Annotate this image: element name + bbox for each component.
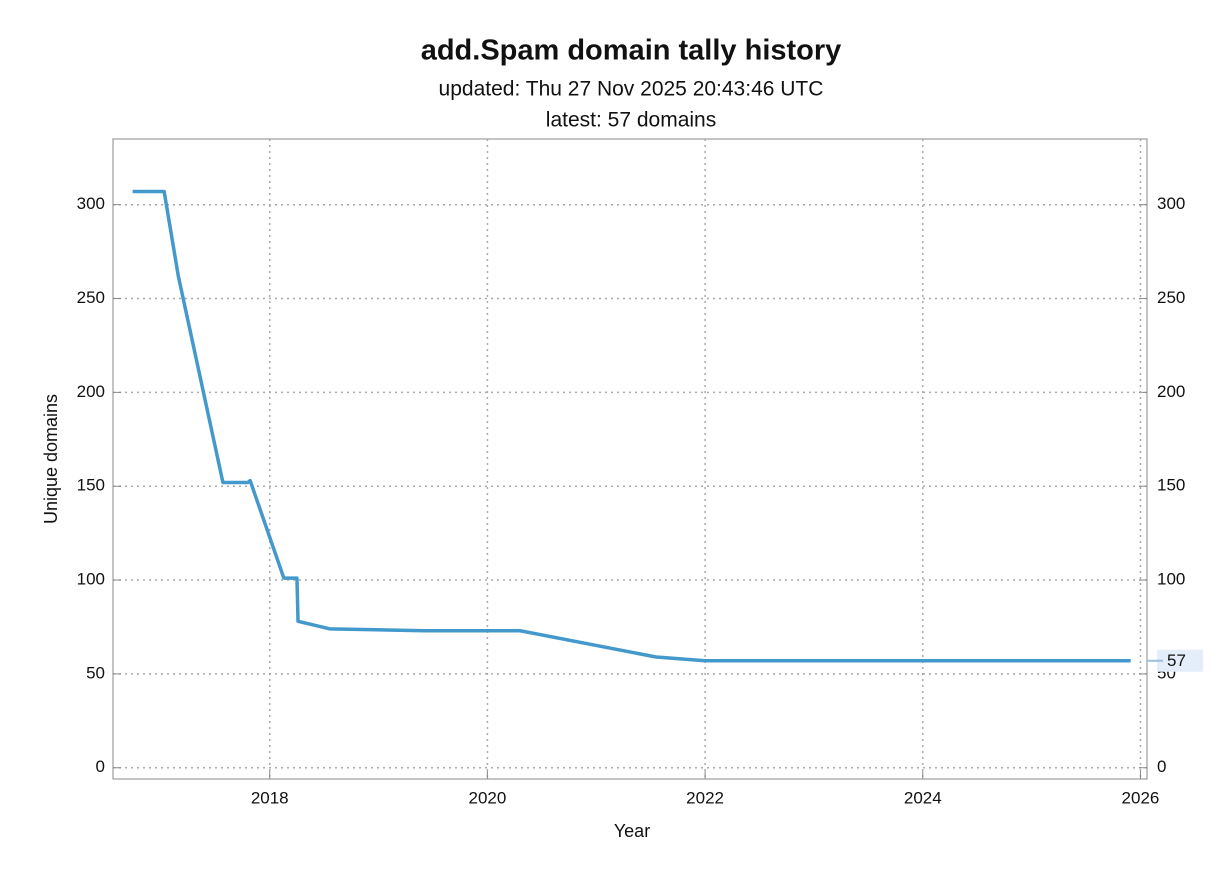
y-tick-label: 0 xyxy=(96,757,105,776)
last-value-box xyxy=(1157,649,1203,672)
y2-tick-label: 0 xyxy=(1157,757,1166,776)
y-tick-label: 200 xyxy=(77,382,105,401)
y2-tick-label: 300 xyxy=(1157,194,1185,213)
y2-tick-label: 200 xyxy=(1157,382,1185,401)
x-tick-label: 2024 xyxy=(904,788,942,807)
x-tick-label: 2026 xyxy=(1122,788,1160,807)
y-tick-label: 150 xyxy=(77,476,105,495)
data-line xyxy=(132,189,1131,663)
y2-tick-label: 150 xyxy=(1157,476,1185,495)
y2-tick-label: 250 xyxy=(1157,288,1185,307)
chart-subtitle: updated: Thu 27 Nov 2025 20:43:46 UTC xyxy=(439,78,824,101)
y-tick-label: 300 xyxy=(77,194,105,213)
last-value-label: 57 xyxy=(1167,651,1186,670)
x-tick-label: 2018 xyxy=(251,788,289,807)
y-tick-label: 50 xyxy=(86,663,105,682)
y-tick-label: 100 xyxy=(77,570,105,589)
y2-tick-label: 100 xyxy=(1157,570,1185,589)
x-tick-label: 2020 xyxy=(469,788,507,807)
y-tick-label: 250 xyxy=(77,288,105,307)
x-tick-label: 2022 xyxy=(686,788,724,807)
chart-subtitle: latest: 57 domains xyxy=(546,109,716,132)
y-axis-label: Unique domains xyxy=(41,394,61,524)
chart-title: add.Spam domain tally history xyxy=(421,35,842,67)
plot-frame xyxy=(112,138,1148,780)
x-axis-label: Year xyxy=(614,821,650,841)
